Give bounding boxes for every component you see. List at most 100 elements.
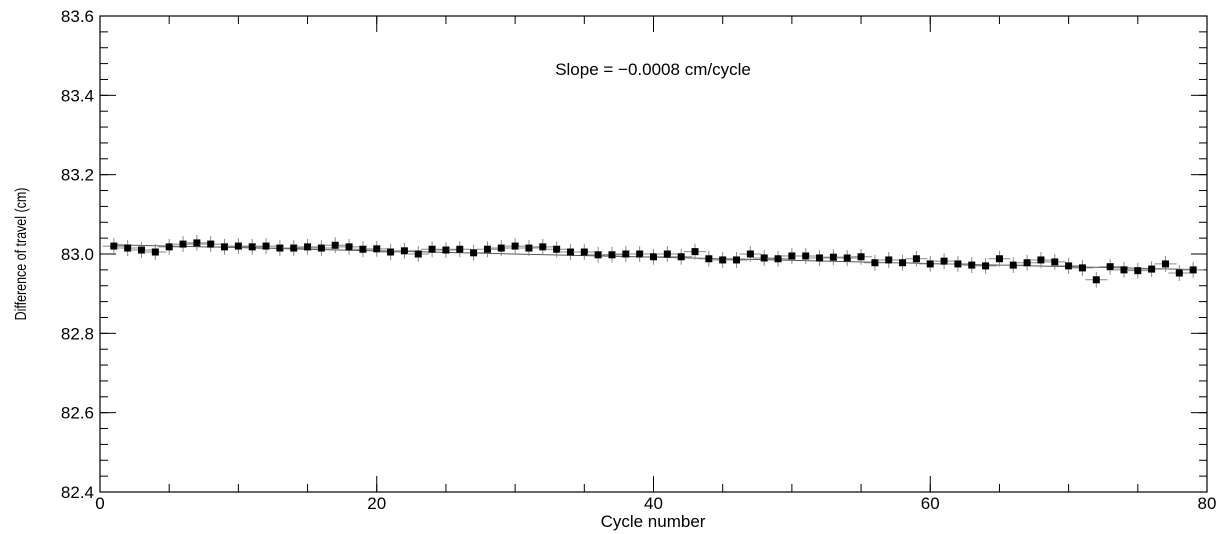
point-marker bbox=[248, 243, 256, 251]
point-marker bbox=[816, 254, 824, 262]
point-marker bbox=[317, 244, 325, 252]
data-point bbox=[739, 246, 762, 262]
point-marker bbox=[442, 246, 450, 254]
point-marker bbox=[221, 243, 229, 251]
data-point bbox=[379, 244, 402, 260]
point-marker bbox=[982, 262, 990, 270]
data-point bbox=[573, 244, 596, 260]
point-marker bbox=[525, 244, 533, 252]
x-tick-label: 60 bbox=[921, 494, 940, 513]
point-marker bbox=[1078, 264, 1086, 272]
point-marker bbox=[151, 248, 159, 256]
point-marker bbox=[470, 249, 478, 257]
y-tick-labels: 82.4 82.6 82.8 83.0 83.2 83.4 83.6 bbox=[61, 7, 94, 502]
point-marker bbox=[1023, 259, 1031, 267]
data-point bbox=[448, 241, 471, 258]
data-point bbox=[241, 238, 264, 255]
point-marker bbox=[663, 250, 671, 258]
data-point bbox=[683, 243, 707, 260]
data-point bbox=[1043, 254, 1066, 270]
data-point bbox=[171, 236, 195, 253]
point-marker bbox=[871, 259, 879, 267]
data-point bbox=[545, 241, 568, 258]
data-point bbox=[946, 255, 969, 272]
point-marker bbox=[677, 253, 685, 261]
data-point bbox=[1154, 255, 1177, 272]
point-marker bbox=[788, 252, 796, 260]
y-tick-label: 82.4 bbox=[61, 483, 94, 502]
data-point bbox=[1057, 257, 1080, 274]
point-marker bbox=[234, 242, 242, 250]
data-point bbox=[296, 238, 319, 255]
x-tick-label: 20 bbox=[367, 494, 386, 513]
slope-annotation: Slope = −0.0008 cm/cycle bbox=[555, 60, 751, 79]
data-point bbox=[531, 238, 554, 255]
x-tick-label: 80 bbox=[1198, 494, 1217, 513]
point-marker bbox=[1106, 263, 1114, 271]
data-point bbox=[1140, 261, 1163, 278]
point-marker bbox=[553, 245, 561, 253]
point-marker bbox=[829, 253, 837, 261]
point-marker bbox=[1065, 262, 1073, 270]
point-marker bbox=[1189, 266, 1197, 274]
point-marker bbox=[304, 243, 312, 251]
data-point bbox=[144, 244, 167, 260]
point-marker bbox=[359, 245, 367, 253]
data-point bbox=[158, 238, 181, 255]
point-marker bbox=[594, 251, 602, 259]
point-marker bbox=[400, 247, 408, 255]
data-point bbox=[988, 250, 1011, 267]
data-point bbox=[1126, 262, 1149, 279]
data-point bbox=[1016, 254, 1039, 271]
y-tick-label: 83.4 bbox=[61, 86, 94, 105]
data-point bbox=[891, 254, 914, 271]
point-marker bbox=[262, 242, 270, 250]
point-marker bbox=[1120, 266, 1128, 274]
point-marker bbox=[733, 256, 741, 264]
x-tick-label: 40 bbox=[644, 494, 663, 513]
data-point bbox=[656, 246, 679, 262]
point-marker bbox=[1051, 258, 1059, 266]
point-marker bbox=[705, 255, 713, 263]
point-marker bbox=[1161, 260, 1169, 268]
point-marker bbox=[290, 244, 298, 252]
point-marker bbox=[110, 242, 118, 250]
data-point bbox=[849, 248, 873, 265]
point-marker bbox=[511, 242, 519, 250]
point-marker bbox=[138, 246, 146, 254]
data-point bbox=[213, 238, 236, 255]
data-point bbox=[1002, 257, 1025, 274]
data-point bbox=[1099, 258, 1122, 275]
point-marker bbox=[995, 255, 1003, 263]
point-marker bbox=[428, 245, 436, 253]
data-point bbox=[517, 240, 541, 256]
point-marker bbox=[566, 248, 574, 256]
data-point bbox=[600, 246, 624, 263]
data-point bbox=[476, 241, 499, 258]
point-marker bbox=[691, 248, 699, 256]
y-tick-label: 83.6 bbox=[61, 7, 94, 26]
data-point bbox=[642, 248, 665, 265]
point-marker bbox=[345, 243, 353, 251]
data-point bbox=[1182, 261, 1205, 278]
point-marker bbox=[539, 243, 547, 251]
data-point bbox=[808, 250, 831, 266]
data-point bbox=[282, 240, 305, 256]
point-marker bbox=[746, 250, 754, 258]
data-point bbox=[393, 242, 416, 259]
point-marker bbox=[843, 254, 851, 262]
point-marker bbox=[207, 240, 215, 248]
point-marker bbox=[193, 239, 201, 247]
point-marker bbox=[622, 250, 630, 258]
point-marker bbox=[483, 245, 491, 253]
point-marker bbox=[165, 243, 173, 251]
data-point bbox=[116, 240, 139, 256]
point-marker bbox=[940, 257, 948, 265]
data-point bbox=[974, 257, 997, 274]
data-points bbox=[102, 234, 1205, 288]
data-point bbox=[697, 250, 720, 267]
y-tick-label: 82.8 bbox=[61, 324, 94, 343]
point-marker bbox=[1092, 276, 1100, 284]
data-point bbox=[338, 238, 361, 255]
